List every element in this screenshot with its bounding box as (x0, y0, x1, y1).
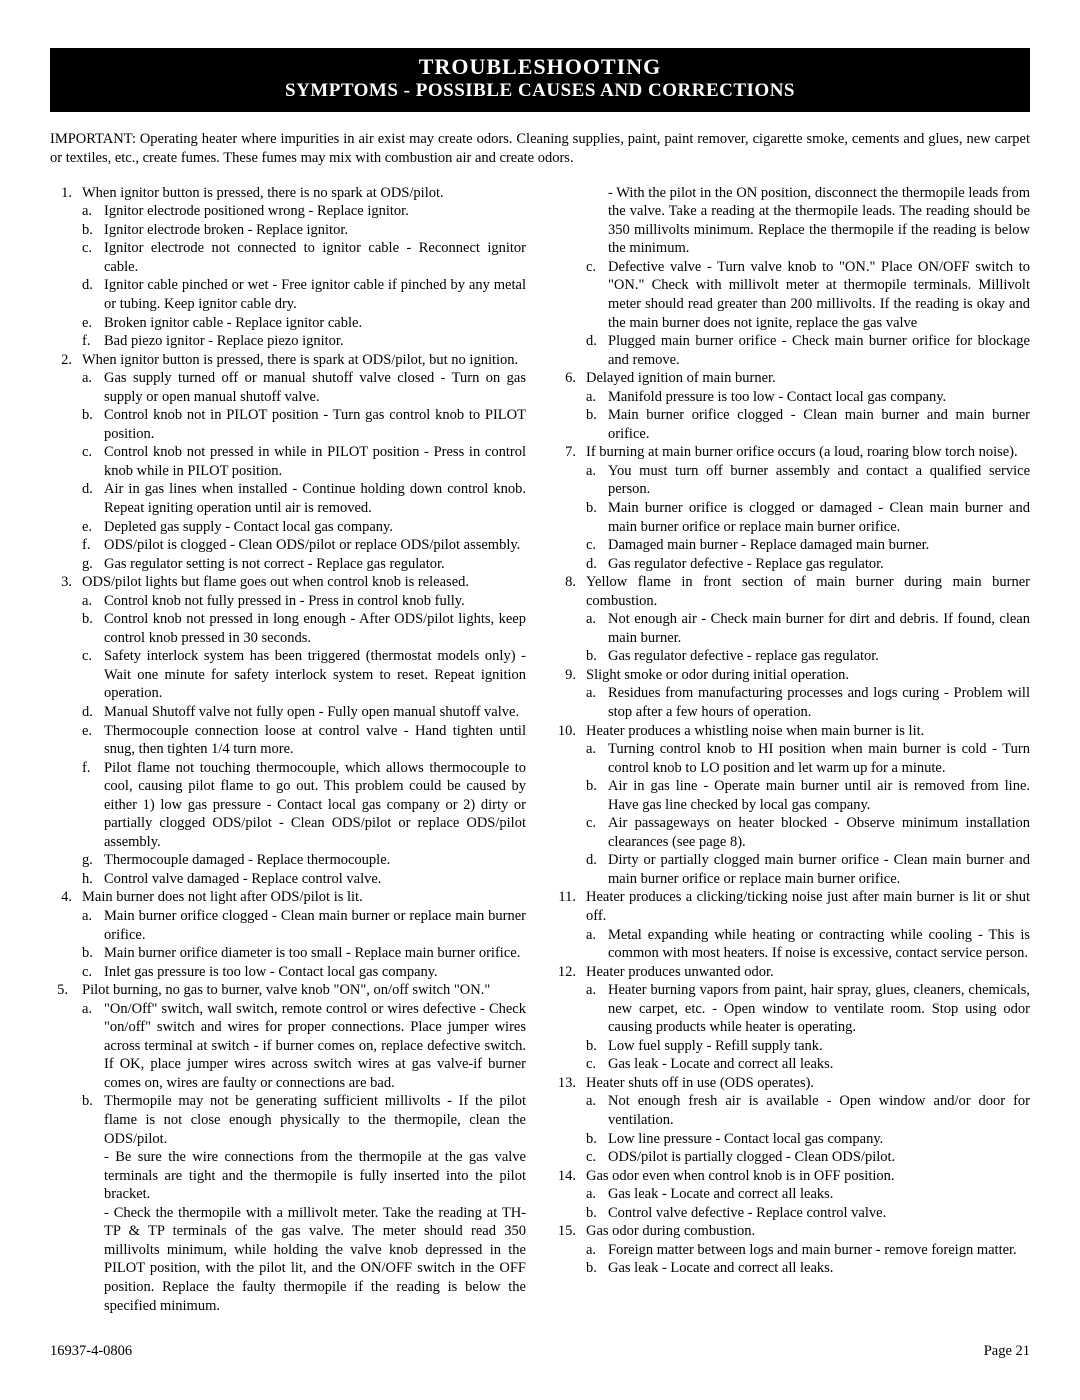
symptom-11: 11.Heater produces a clicking/ticking no… (554, 888, 1030, 925)
cause-14b: b.Control valve defective - Replace cont… (554, 1204, 1030, 1223)
symptom-5: 5.Pilot burning, no gas to burner, valve… (50, 981, 526, 1000)
cause-1c: c.Ignitor electrode not connected to ign… (50, 239, 526, 276)
page-footer: 16937-4-0806 Page 21 (50, 1343, 1030, 1360)
cause-2a: a.Gas supply turned off or manual shutof… (50, 369, 526, 406)
cause-7a: a.You must turn off burner assembly and … (554, 462, 1030, 499)
cause-13c: c.ODS/pilot is partially clogged - Clean… (554, 1148, 1030, 1167)
symptom-14: 14.Gas odor even when control knob is in… (554, 1167, 1030, 1186)
cause-5d: d.Plugged main burner orifice - Check ma… (554, 332, 1030, 369)
cause-5a: a."On/Off" switch, wall switch, remote c… (50, 1000, 526, 1093)
cause-6a: a.Manifold pressure is too low - Contact… (554, 388, 1030, 407)
cause-10c: c.Air passageways on heater blocked - Ob… (554, 814, 1030, 851)
cause-2f: f.ODS/pilot is clogged - Clean ODS/pilot… (50, 536, 526, 555)
cause-5b-cont3: - With the pilot in the ON position, dis… (554, 184, 1030, 258)
symptom-10: 10.Heater produces a whistling noise whe… (554, 722, 1030, 741)
page-subtitle: SYMPTOMS - POSSIBLE CAUSES AND CORRECTIO… (50, 80, 1030, 102)
symptom-7: 7.If burning at main burner orifice occu… (554, 443, 1030, 462)
cause-2e: e.Depleted gas supply - Contact local ga… (50, 518, 526, 537)
symptom-6: 6.Delayed ignition of main burner. (554, 369, 1030, 388)
cause-2g: g.Gas regulator setting is not correct -… (50, 555, 526, 574)
cause-12c: c.Gas leak - Locate and correct all leak… (554, 1055, 1030, 1074)
cause-4b: b.Main burner orifice diameter is too sm… (50, 944, 526, 963)
troubleshooting-list: 1.When ignitor button is pressed, there … (50, 184, 1030, 1315)
cause-3c: c.Safety interlock system has been trigg… (50, 647, 526, 703)
cause-2d: d.Air in gas lines when installed - Cont… (50, 480, 526, 517)
cause-8a: a.Not enough air - Check main burner for… (554, 610, 1030, 647)
cause-14a: a.Gas leak - Locate and correct all leak… (554, 1185, 1030, 1204)
symptom-8: 8.Yellow flame in front section of main … (554, 573, 1030, 610)
cause-4c: c.Inlet gas pressure is too low - Contac… (50, 963, 526, 982)
cause-1e: e.Broken ignitor cable - Replace ignitor… (50, 314, 526, 333)
cause-8b: b.Gas regulator defective - replace gas … (554, 647, 1030, 666)
symptom-15: 15.Gas odor during combustion. (554, 1222, 1030, 1241)
cause-1d: d.Ignitor cable pinched or wet - Free ig… (50, 276, 526, 313)
cause-1a: a.Ignitor electrode positioned wrong - R… (50, 202, 526, 221)
symptom-13: 13.Heater shuts off in use (ODS operates… (554, 1074, 1030, 1093)
cause-3h: h.Control valve damaged - Replace contro… (50, 870, 526, 889)
symptom-9: 9.Slight smoke or odor during initial op… (554, 666, 1030, 685)
cause-5b-cont2: - Check the thermopile with a millivolt … (50, 1204, 526, 1315)
symptom-1: 1.When ignitor button is pressed, there … (50, 184, 526, 203)
cause-7d: d.Gas regulator defective - Replace gas … (554, 555, 1030, 574)
cause-11a: a.Metal expanding while heating or contr… (554, 926, 1030, 963)
cause-2b: b.Control knob not in PILOT position - T… (50, 406, 526, 443)
cause-5b-cont1: - Be sure the wire connections from the … (50, 1148, 526, 1204)
cause-10a: a.Turning control knob to HI position wh… (554, 740, 1030, 777)
important-note: IMPORTANT: Operating heater where impuri… (50, 130, 1030, 168)
cause-5c: c.Defective valve - Turn valve knob to "… (554, 258, 1030, 332)
cause-4a: a.Main burner orifice clogged - Clean ma… (50, 907, 526, 944)
page-title: TROUBLESHOOTING (50, 54, 1030, 80)
cause-15b: b.Gas leak - Locate and correct all leak… (554, 1259, 1030, 1278)
cause-3g: g.Thermocouple damaged - Replace thermoc… (50, 851, 526, 870)
cause-12b: b.Low fuel supply - Refill supply tank. (554, 1037, 1030, 1056)
doc-number: 16937-4-0806 (50, 1343, 132, 1360)
symptom-3: 3.ODS/pilot lights but flame goes out wh… (50, 573, 526, 592)
page-number: Page 21 (984, 1343, 1030, 1360)
cause-3f: f.Pilot flame not touching thermocouple,… (50, 759, 526, 852)
cause-10d: d.Dirty or partially clogged main burner… (554, 851, 1030, 888)
cause-7b: b.Main burner orifice is clogged or dama… (554, 499, 1030, 536)
cause-9a: a.Residues from manufacturing processes … (554, 684, 1030, 721)
cause-6b: b.Main burner orifice clogged - Clean ma… (554, 406, 1030, 443)
cause-10b: b.Air in gas line - Operate main burner … (554, 777, 1030, 814)
cause-1b: b.Ignitor electrode broken - Replace ign… (50, 221, 526, 240)
cause-3d: d.Manual Shutoff valve not fully open - … (50, 703, 526, 722)
cause-3e: e.Thermocouple connection loose at contr… (50, 722, 526, 759)
symptom-4: 4.Main burner does not light after ODS/p… (50, 888, 526, 907)
cause-12a: a.Heater burning vapors from paint, hair… (554, 981, 1030, 1037)
header-bar: TROUBLESHOOTING SYMPTOMS - POSSIBLE CAUS… (50, 48, 1030, 112)
cause-7c: c.Damaged main burner - Replace damaged … (554, 536, 1030, 555)
cause-13a: a.Not enough fresh air is available - Op… (554, 1092, 1030, 1129)
cause-2c: c.Control knob not pressed in while in P… (50, 443, 526, 480)
cause-13b: b.Low line pressure - Contact local gas … (554, 1130, 1030, 1149)
symptom-12: 12.Heater produces unwanted odor. (554, 963, 1030, 982)
cause-3a: a.Control knob not fully pressed in - Pr… (50, 592, 526, 611)
cause-5b: b.Thermopile may not be generating suffi… (50, 1092, 526, 1148)
cause-3b: b.Control knob not pressed in long enoug… (50, 610, 526, 647)
symptom-2: 2.When ignitor button is pressed, there … (50, 351, 526, 370)
cause-1f: f.Bad piezo ignitor - Replace piezo igni… (50, 332, 526, 351)
cause-15a: a.Foreign matter between logs and main b… (554, 1241, 1030, 1260)
